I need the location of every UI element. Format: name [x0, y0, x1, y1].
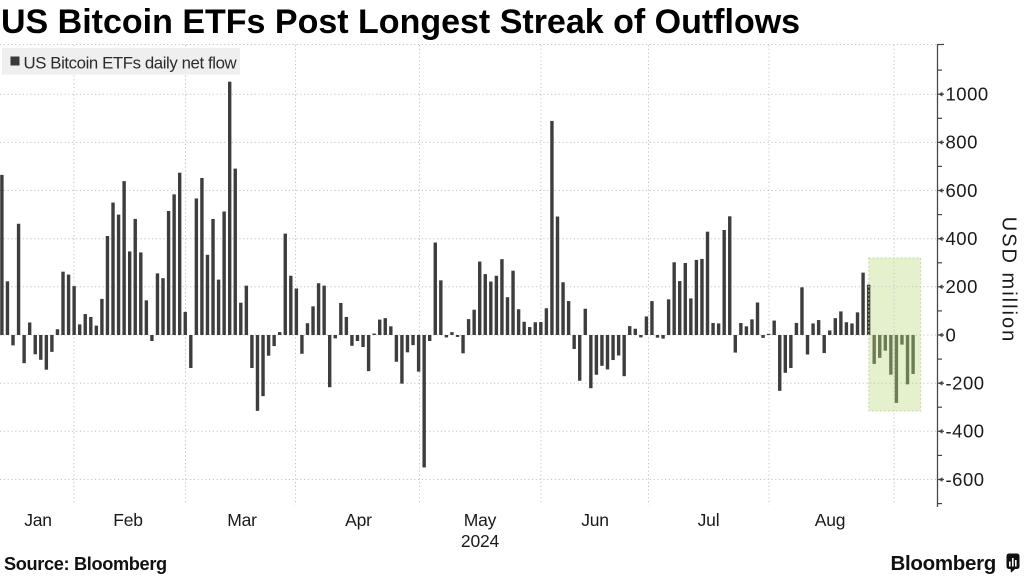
svg-text:1000: 1000: [946, 84, 989, 105]
svg-text:0: 0: [946, 324, 957, 345]
svg-text:US Bitcoin ETFs Post Longest S: US Bitcoin ETFs Post Longest Streak of O…: [1, 3, 800, 41]
svg-text:Feb: Feb: [113, 510, 143, 530]
svg-text:Apr: Apr: [345, 510, 372, 530]
svg-text:Jul: Jul: [698, 510, 720, 530]
svg-text:USD million: USD million: [998, 217, 1020, 343]
svg-text:-200: -200: [946, 373, 985, 394]
svg-text:May: May: [464, 510, 497, 530]
svg-text:Jan: Jan: [24, 510, 52, 530]
svg-text:Source: Bloomberg: Source: Bloomberg: [4, 554, 167, 574]
svg-text:Jun: Jun: [581, 510, 609, 530]
svg-text:Mar: Mar: [227, 510, 257, 530]
svg-text:US Bitcoin ETFs daily net flow: US Bitcoin ETFs daily net flow: [24, 54, 238, 73]
svg-text:Aug: Aug: [815, 510, 846, 530]
svg-text:400: 400: [946, 228, 978, 249]
svg-text:-400: -400: [946, 421, 985, 442]
svg-text:-600: -600: [946, 469, 985, 490]
svg-text:800: 800: [946, 132, 978, 153]
svg-text:200: 200: [946, 276, 978, 297]
svg-text:600: 600: [946, 180, 978, 201]
svg-text:Bloomberg: Bloomberg: [891, 552, 997, 575]
svg-text:2024: 2024: [461, 531, 500, 551]
